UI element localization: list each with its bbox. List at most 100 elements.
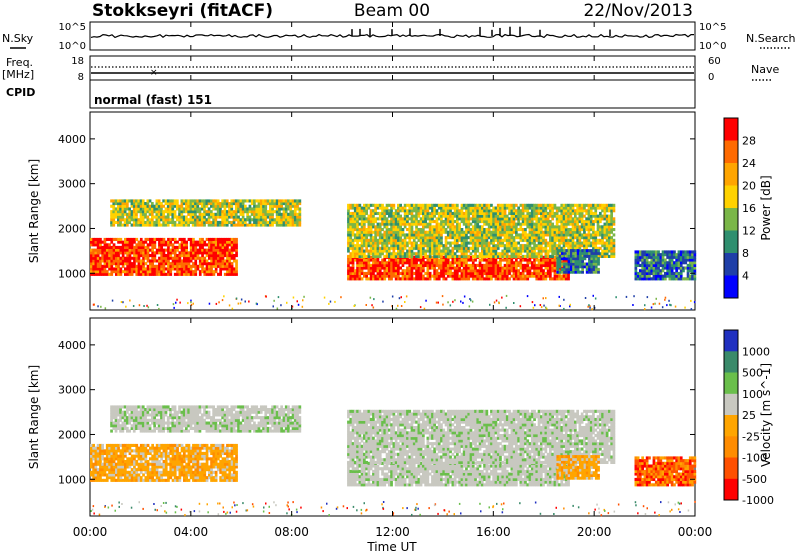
heatmap-cell — [282, 220, 286, 224]
heatmap-cell — [581, 262, 584, 266]
heatmap-cell — [569, 236, 573, 240]
heatmap-cell — [133, 264, 136, 268]
heatmap-cell — [521, 206, 525, 210]
heatmap-cell — [178, 251, 182, 255]
heatmap-cell — [592, 211, 595, 215]
heatmap-cell — [553, 277, 557, 281]
heatmap-cell — [494, 209, 498, 213]
heatmap-cell — [634, 255, 638, 259]
heatmap-cell — [487, 228, 491, 232]
heatmap-cell — [574, 257, 578, 261]
heatmap-cell — [365, 238, 368, 242]
heatmap-cell — [510, 225, 514, 229]
heatmap-cell — [128, 199, 131, 203]
heatmap-cell — [217, 256, 220, 260]
heatmap-cell — [612, 254, 616, 258]
heatmap-cell — [139, 207, 143, 211]
heatmap-cell — [521, 217, 525, 221]
heatmap-cell — [576, 217, 579, 221]
heatmap-cell — [185, 248, 188, 252]
heatmap-cell — [250, 199, 254, 203]
heatmap-cell — [358, 230, 362, 234]
heatmap-cell — [365, 233, 368, 237]
heatmap-cell — [499, 217, 502, 221]
heatmap-cell — [505, 249, 509, 253]
heatmap-cell — [589, 217, 593, 221]
heatmap-cell — [419, 258, 423, 262]
heatmap-cell — [576, 222, 579, 226]
heatmap-cell — [385, 225, 389, 229]
heatmap-cell — [462, 217, 466, 221]
heatmap-cell — [524, 209, 527, 213]
heatmap-cell — [530, 249, 534, 253]
heatmap-cell — [424, 249, 427, 253]
heatmap-cell — [530, 230, 534, 234]
heatmap-cell — [237, 218, 240, 222]
heatmap-cell — [110, 254, 114, 258]
heatmap-cell — [428, 230, 432, 234]
heatmap-cell — [117, 245, 120, 249]
heatmap-cell — [487, 271, 491, 275]
heatmap-cell — [198, 256, 202, 260]
heatmap-cell — [558, 244, 561, 248]
heatmap-cell — [549, 236, 552, 240]
heatmap-cell — [677, 274, 681, 278]
heatmap-cell — [555, 244, 559, 248]
heatmap-cell — [440, 261, 443, 265]
heatmap-cell — [492, 271, 495, 275]
heatmap-cell — [679, 263, 683, 267]
heatmap-cell — [503, 233, 507, 237]
heatmap-cell — [381, 206, 384, 210]
heatmap-cell — [485, 252, 489, 256]
heatmap-cell — [208, 302, 211, 305]
heatmap-cell — [401, 209, 405, 213]
heatmap-cell — [257, 223, 261, 227]
heatmap-cell — [544, 233, 548, 237]
heatmap-cell — [388, 230, 391, 234]
heatmap-cell — [185, 220, 188, 224]
heatmap-cell — [126, 262, 129, 266]
heatmap-cell — [122, 301, 124, 304]
heatmap-cell — [235, 245, 238, 249]
heatmap-cell — [146, 264, 150, 268]
heatmap-cell — [128, 259, 132, 263]
heatmap-cell — [585, 209, 588, 213]
heatmap-cell — [358, 261, 362, 265]
heatmap-cell — [519, 263, 523, 267]
heatmap-cell — [494, 249, 498, 253]
heatmap-cell — [505, 252, 509, 256]
heatmap-cell — [540, 258, 543, 262]
heatmap-cell — [257, 207, 261, 211]
heatmap-cell — [151, 245, 154, 249]
heatmap-cell — [160, 251, 163, 255]
heatmap-cell — [212, 259, 216, 263]
heatmap-cell — [530, 222, 534, 226]
heatmap-cell — [639, 253, 642, 257]
heatmap-cell — [365, 304, 367, 306]
heatmap-cell — [157, 199, 161, 203]
heatmap-cell — [515, 258, 518, 262]
heatmap-cell — [528, 203, 532, 207]
heatmap-cell — [636, 253, 640, 257]
heatmap-cell — [587, 225, 591, 229]
heatmap-cell — [372, 252, 375, 256]
heatmap-cell — [169, 199, 172, 203]
heatmap-cell — [217, 243, 220, 247]
heatmap-cell — [490, 252, 493, 256]
heatmap-cell — [465, 277, 468, 281]
heatmap-cell — [589, 244, 593, 248]
heatmap-cell — [521, 228, 525, 232]
heatmap-cell — [99, 240, 102, 244]
heatmap-cell — [212, 270, 216, 274]
heatmap-cell — [200, 207, 204, 211]
heatmap-cell — [365, 254, 368, 258]
heatmap-cell — [259, 199, 263, 203]
heatmap-cell — [537, 277, 541, 281]
heatmap-cell — [347, 228, 350, 232]
heatmap-cell — [112, 262, 116, 266]
heatmap-cell — [564, 252, 568, 256]
heatmap-cell — [505, 217, 509, 221]
heatmap-cell — [185, 272, 188, 276]
heatmap-cell — [162, 264, 166, 268]
heatmap-cell — [682, 253, 685, 257]
